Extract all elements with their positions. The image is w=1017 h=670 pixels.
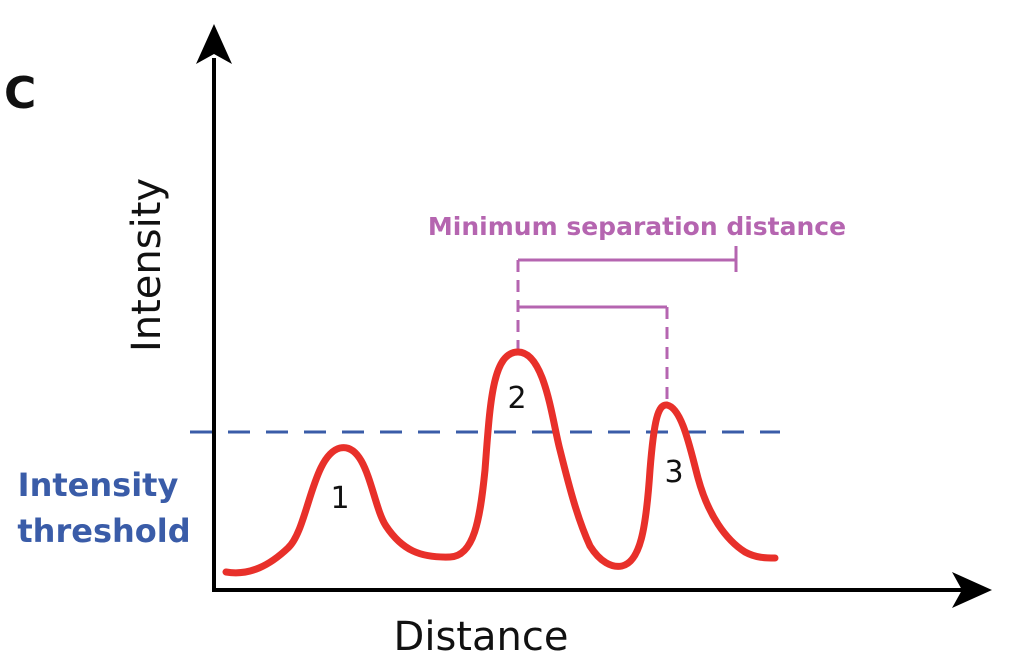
separation-label: Minimum separation distance bbox=[428, 212, 846, 241]
intensity-curve bbox=[222, 348, 779, 577]
x-axis-arrowhead bbox=[952, 572, 992, 608]
panel-label: C bbox=[4, 68, 36, 119]
peak-label-1: 1 bbox=[330, 481, 349, 516]
separation-annotation: Minimum separation distance bbox=[428, 212, 846, 404]
y-axis-label: Intensity bbox=[124, 178, 170, 352]
threshold-label-line2: threshold bbox=[17, 512, 190, 550]
peak-label-3: 3 bbox=[664, 455, 683, 490]
axes bbox=[196, 24, 992, 608]
y-axis-arrowhead bbox=[196, 24, 232, 64]
threshold-label-line1: Intensity bbox=[18, 466, 179, 504]
peak-label-2: 2 bbox=[507, 381, 526, 416]
x-axis-label: Distance bbox=[394, 614, 569, 660]
